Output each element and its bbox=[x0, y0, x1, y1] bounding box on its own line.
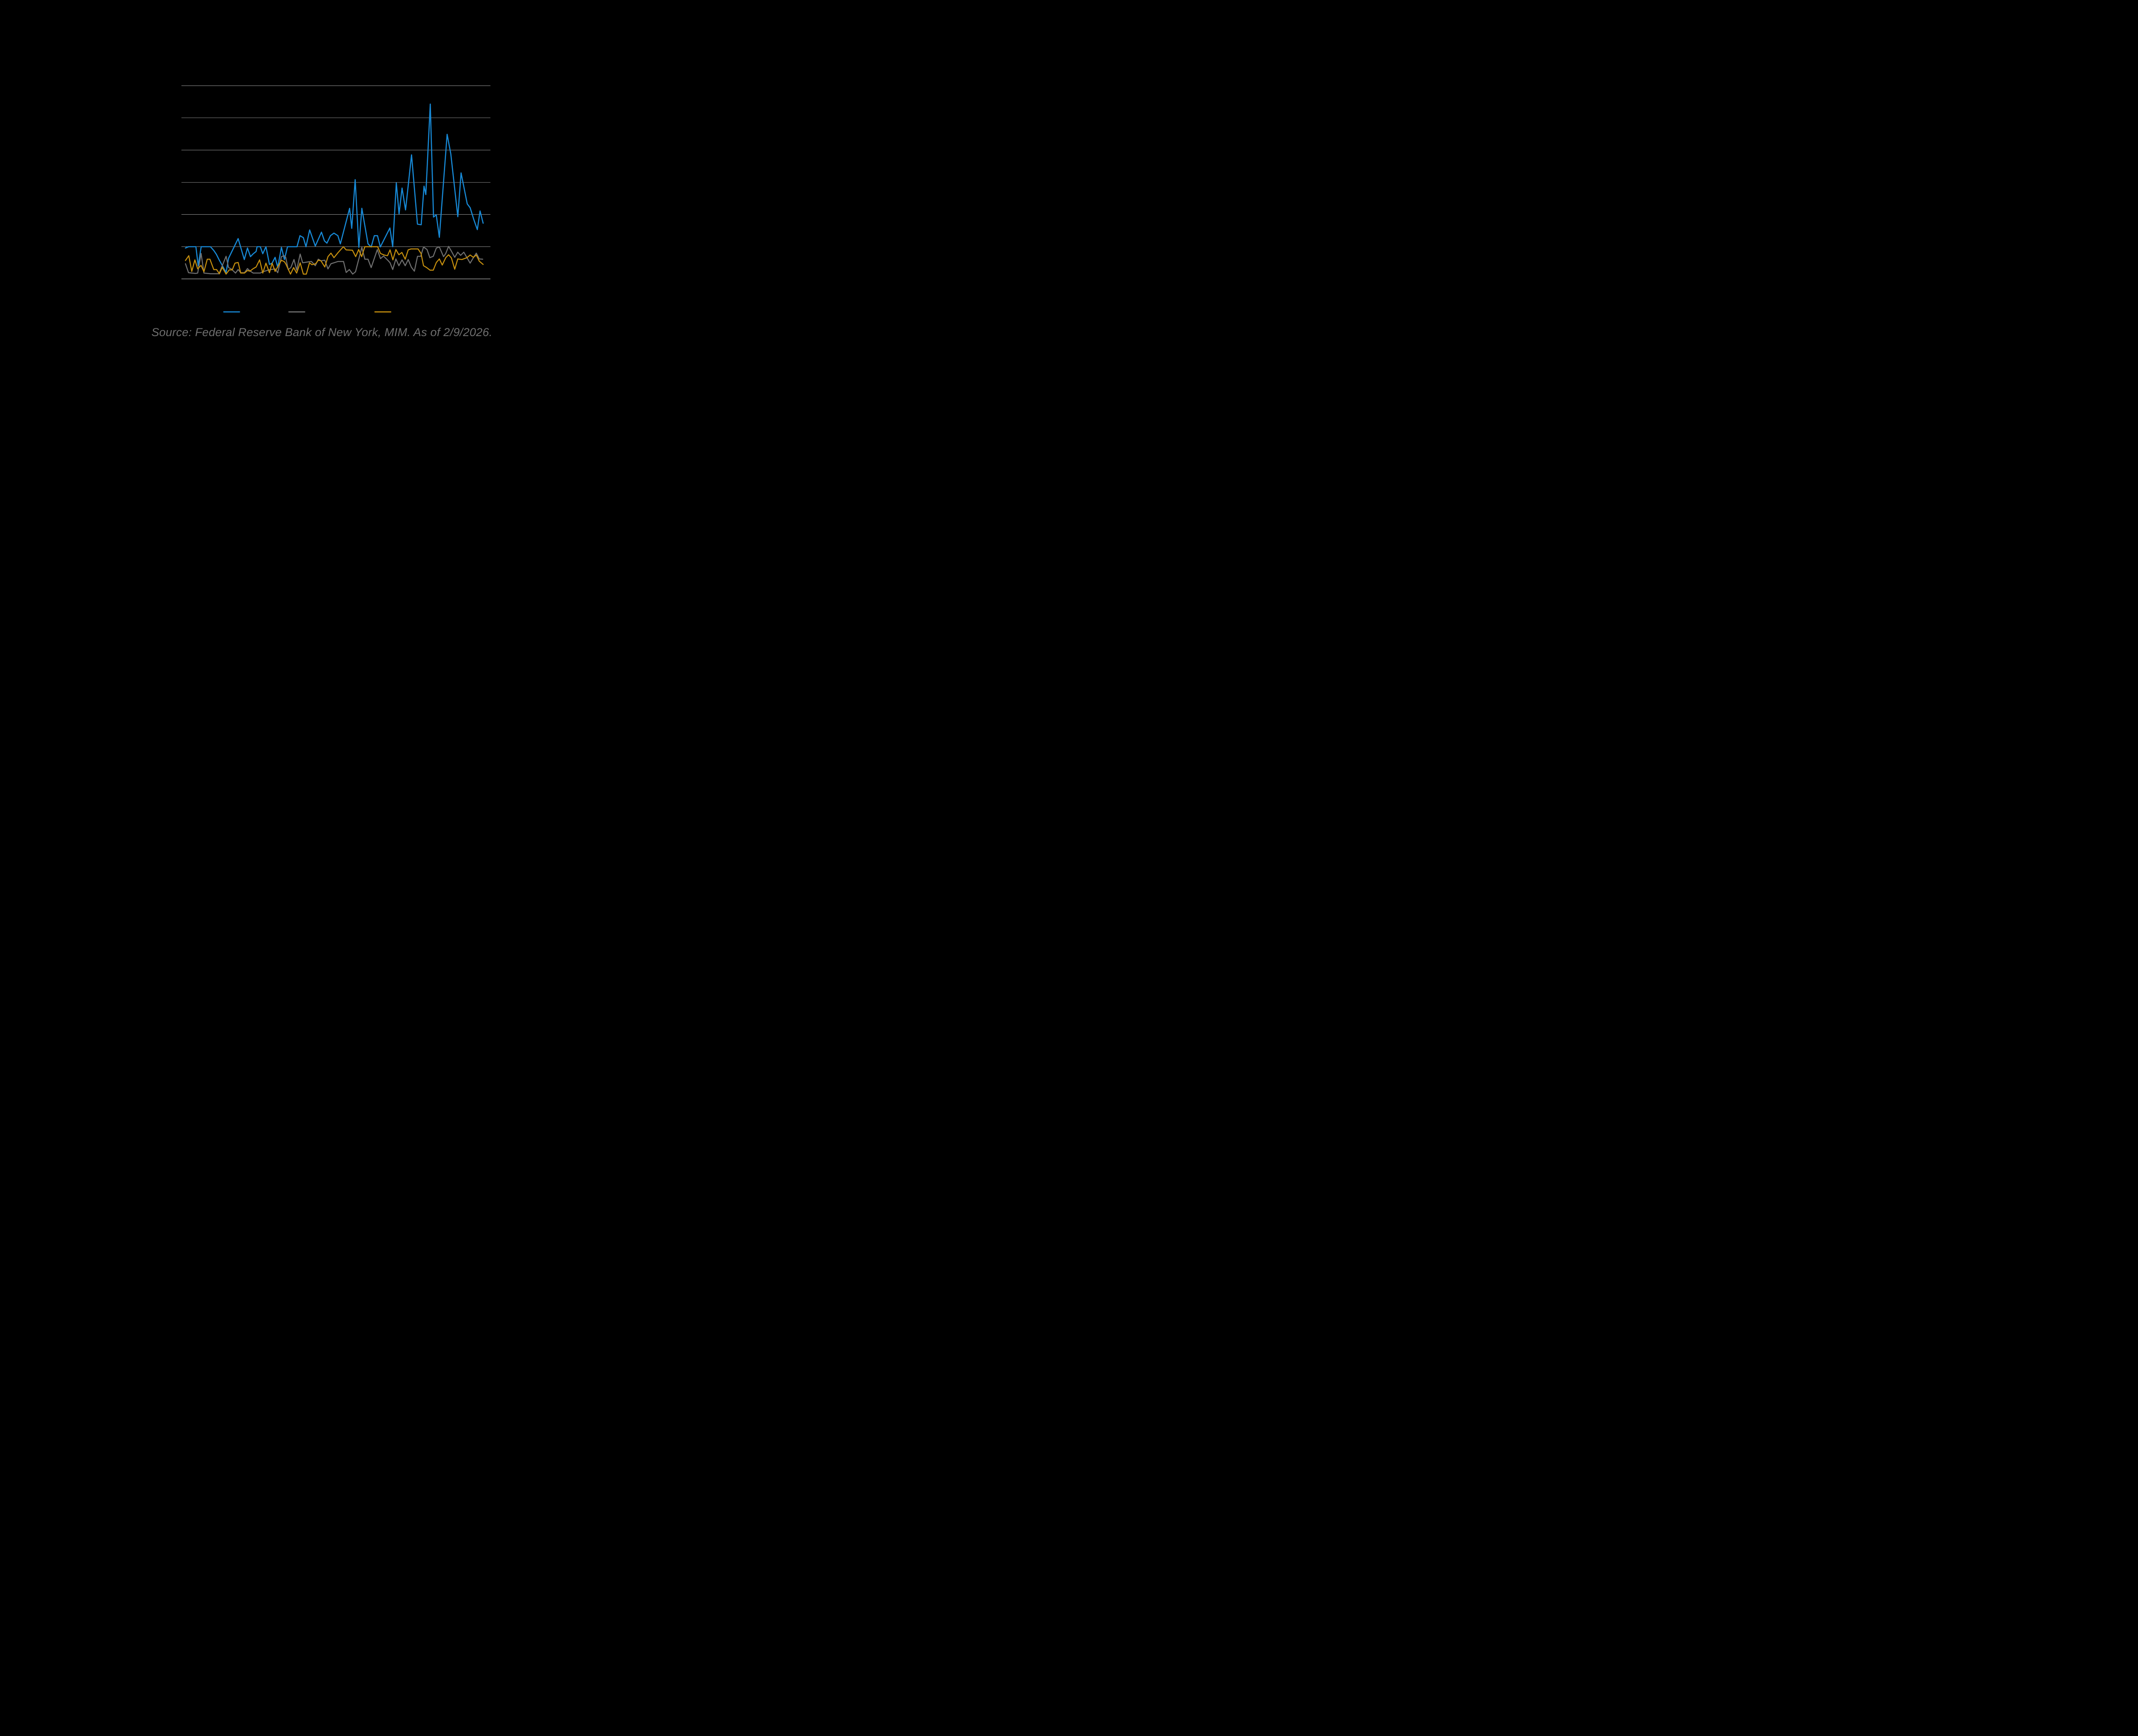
series-line-blue bbox=[185, 103, 484, 273]
series-line-orange bbox=[185, 246, 484, 275]
line-chart: Source: Federal Reserve Bank of New York… bbox=[151, 86, 492, 339]
chart-canvas: Source: Federal Reserve Bank of New York… bbox=[0, 0, 682, 347]
chart-series bbox=[185, 103, 484, 275]
gridlines bbox=[181, 86, 490, 279]
source-citation: Source: Federal Reserve Bank of New York… bbox=[151, 326, 492, 339]
